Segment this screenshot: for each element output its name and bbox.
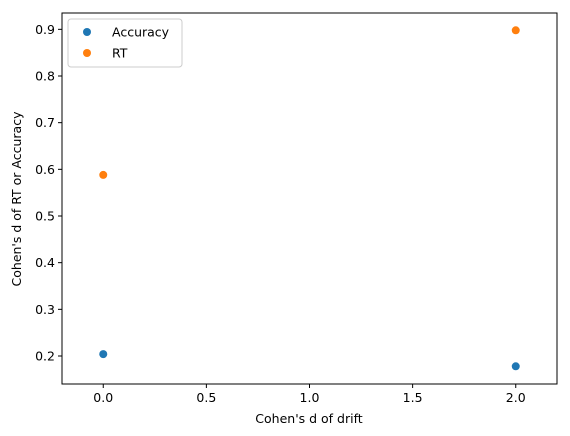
y-tick-label: 0.2 [35, 349, 55, 364]
x-tick-label: 1.5 [403, 390, 423, 405]
legend-label-rt: RT [112, 46, 128, 61]
x-tick-label: 0.5 [196, 390, 216, 405]
y-axis-label: Cohen's d of RT or Accuracy [9, 111, 24, 287]
legend-frame [67, 18, 183, 68]
x-tick-label: 0.0 [93, 390, 113, 405]
plot-area: 0.0 0.5 1.0 1.5 2.0 0.2 0.3 0.4 0.5 0.6 0.7 0.8 0.9 [35, 12, 558, 405]
data-point-accuracy [511, 362, 520, 371]
y-tick-label: 0.6 [35, 162, 55, 177]
data-point-rt [511, 26, 520, 35]
y-tick-label: 0.4 [35, 255, 55, 270]
y-tick-label: 0.7 [35, 115, 55, 130]
legend: Accuracy RT [67, 18, 183, 68]
x-axis-label: Cohen's d of drift [255, 411, 362, 426]
legend-marker-accuracy [83, 28, 91, 36]
y-tick-label: 0.8 [35, 69, 55, 84]
x-tick-label: 1.0 [300, 390, 320, 405]
legend-marker-rt [83, 49, 91, 57]
data-point-accuracy [99, 350, 108, 359]
y-tick-label: 0.3 [35, 302, 55, 317]
y-tick-label: 0.9 [35, 22, 55, 37]
x-tick-label: 2.0 [506, 390, 526, 405]
y-tick-label: 0.5 [35, 209, 55, 224]
legend-label-accuracy: Accuracy [112, 25, 170, 40]
data-point-rt [99, 170, 108, 179]
